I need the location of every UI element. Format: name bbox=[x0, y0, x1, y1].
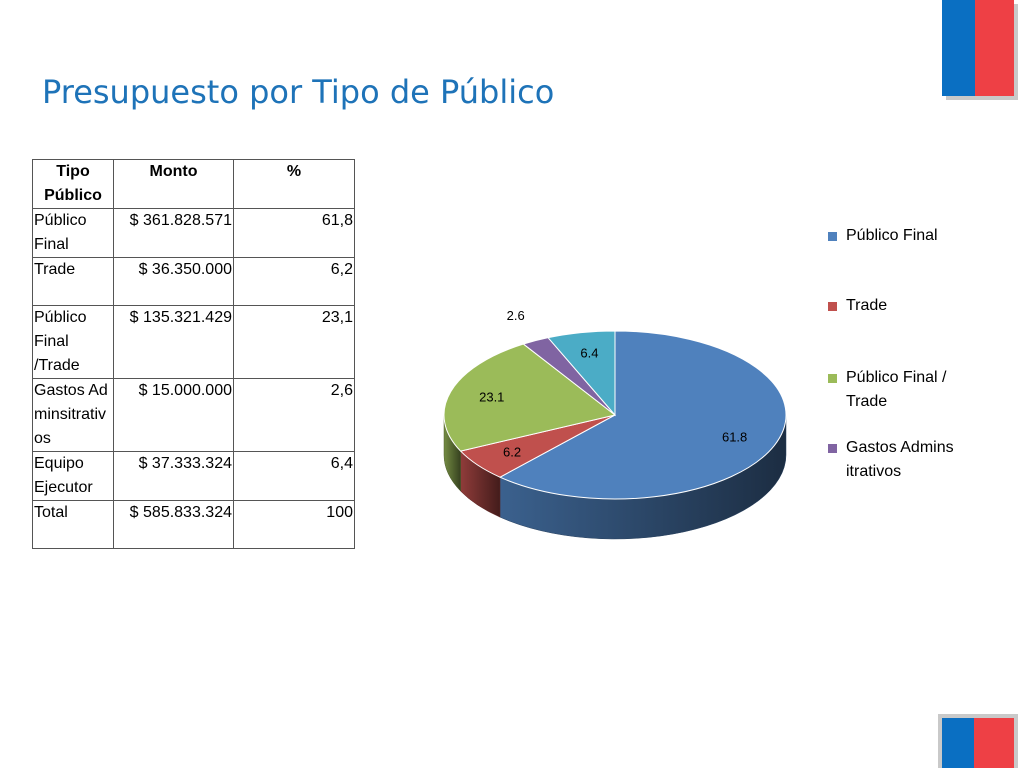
flag-decoration-bottom bbox=[938, 714, 1018, 768]
pie-data-labels: 61.8 6.2 23.1 2.6 6.4 bbox=[479, 308, 747, 460]
header-tipo: Tipo Público bbox=[32, 159, 114, 209]
legend-swatch bbox=[828, 232, 837, 241]
pie-top-faces bbox=[443, 330, 787, 500]
budget-table: Tipo Público Monto % Público Final $ 361… bbox=[32, 159, 355, 549]
legend-label: Gastos Adminsitrativos bbox=[846, 439, 954, 480]
cell-pct: 100 bbox=[233, 500, 355, 549]
cell-pct: 6,2 bbox=[233, 257, 355, 306]
flag-red-stripe bbox=[974, 718, 1014, 768]
legend-label: Público Final bbox=[846, 227, 938, 244]
cell-monto: $ 36.350.000 bbox=[113, 257, 234, 306]
pie-data-label: 23.1 bbox=[479, 390, 504, 405]
legend-swatch bbox=[828, 302, 837, 311]
legend-swatch bbox=[828, 444, 837, 453]
cell-tipo: Total bbox=[32, 500, 114, 549]
header-monto: Monto bbox=[113, 159, 234, 209]
cell-tipo: Equipo Ejecutor bbox=[32, 451, 114, 501]
pie-data-label: 6.2 bbox=[503, 445, 521, 460]
cell-monto: $ 37.333.324 bbox=[113, 451, 234, 501]
cell-pct: 6,4 bbox=[233, 451, 355, 501]
flag-blue-stripe bbox=[942, 0, 975, 96]
cell-pct: 23,1 bbox=[233, 305, 355, 379]
pie-data-label: 6.4 bbox=[580, 345, 598, 360]
cell-tipo: Trade bbox=[32, 257, 114, 306]
pie-data-label: 61.8 bbox=[722, 430, 747, 445]
table-row: Público Final /Trade $ 135.321.429 23,1 bbox=[32, 305, 355, 379]
flag-decoration-top bbox=[942, 0, 1020, 100]
table-row: Gastos Adminsitrativos $ 15.000.000 2,6 bbox=[32, 378, 355, 452]
cell-monto: $ 585.833.324 bbox=[113, 500, 234, 549]
pie-slice bbox=[498, 330, 787, 500]
legend-label: Trade bbox=[846, 297, 888, 314]
table-row: Trade $ 36.350.000 6,2 bbox=[32, 257, 355, 306]
cell-tipo: Gastos Adminsitrativos bbox=[32, 378, 114, 452]
table-row: Público Final $ 361.828.571 61,8 bbox=[32, 208, 355, 258]
table-row: Equipo Ejecutor $ 37.333.324 6,4 bbox=[32, 451, 355, 501]
legend-label: Público Final /Trade bbox=[846, 369, 947, 410]
cell-monto: $ 15.000.000 bbox=[113, 378, 234, 452]
cell-pct: 61,8 bbox=[233, 208, 355, 258]
slide-title: Presupuesto por Tipo de Público bbox=[42, 73, 555, 112]
pie-data-label: 2.6 bbox=[507, 308, 525, 323]
cell-pct: 2,6 bbox=[233, 378, 355, 452]
pie-slice bbox=[547, 330, 616, 417]
legend-swatch bbox=[828, 374, 837, 383]
header-pct: % bbox=[233, 159, 355, 209]
flag-red-stripe bbox=[975, 0, 1014, 96]
table-row-total: Total $ 585.833.324 100 bbox=[32, 500, 355, 549]
pie-chart: 61.8 6.2 23.1 2.6 6.4 bbox=[443, 308, 787, 540]
cell-monto: $ 135.321.429 bbox=[113, 305, 234, 379]
cell-monto: $ 361.828.571 bbox=[113, 208, 234, 258]
cell-tipo: Público Final /Trade bbox=[32, 305, 114, 379]
cell-tipo: Público Final bbox=[32, 208, 114, 258]
pie-slice bbox=[443, 343, 617, 452]
flag-blue-stripe bbox=[942, 718, 974, 768]
table-header-row: Tipo Público Monto % bbox=[32, 159, 355, 209]
